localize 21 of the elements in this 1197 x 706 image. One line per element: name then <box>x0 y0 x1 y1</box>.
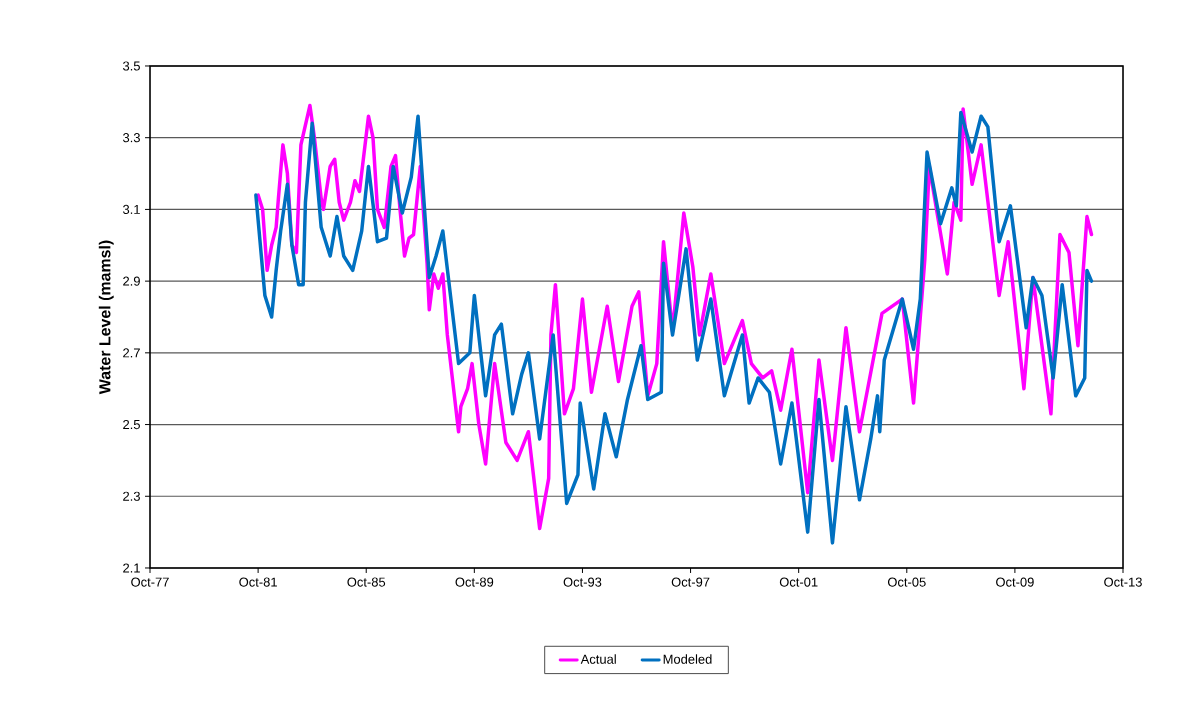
y-tick-label: 2.9 <box>123 276 140 286</box>
y-tick-label: 2.3 <box>123 491 140 501</box>
y-axis-title: Water Level (mamsl) <box>98 240 114 395</box>
y-tick-label: 3.3 <box>123 133 140 143</box>
y-tick-label: 3.1 <box>123 204 140 214</box>
x-tick-label: Oct-09 <box>996 577 1034 587</box>
legend-label: Actual <box>580 654 616 664</box>
x-tick-label: Oct-81 <box>239 577 277 587</box>
x-tick-label: Oct-93 <box>563 577 602 587</box>
x-tick-label: Oct-89 <box>455 577 494 587</box>
x-tick-label: Oct-97 <box>671 577 710 587</box>
x-tick-label: Oct-05 <box>887 577 926 587</box>
x-tick-label: Oct-01 <box>779 577 818 587</box>
x-tick-label: Oct-85 <box>347 577 386 587</box>
y-tick-label: 2.1 <box>123 563 140 573</box>
x-tick-label: Oct-77 <box>131 577 169 587</box>
x-tick-label: Oct-13 <box>1104 577 1142 587</box>
y-tick-label: 2.5 <box>123 419 140 430</box>
legend-label: Modeled <box>663 654 712 664</box>
y-tick-label: 3.5 <box>123 61 140 71</box>
y-tick-label: 2.7 <box>123 348 140 358</box>
